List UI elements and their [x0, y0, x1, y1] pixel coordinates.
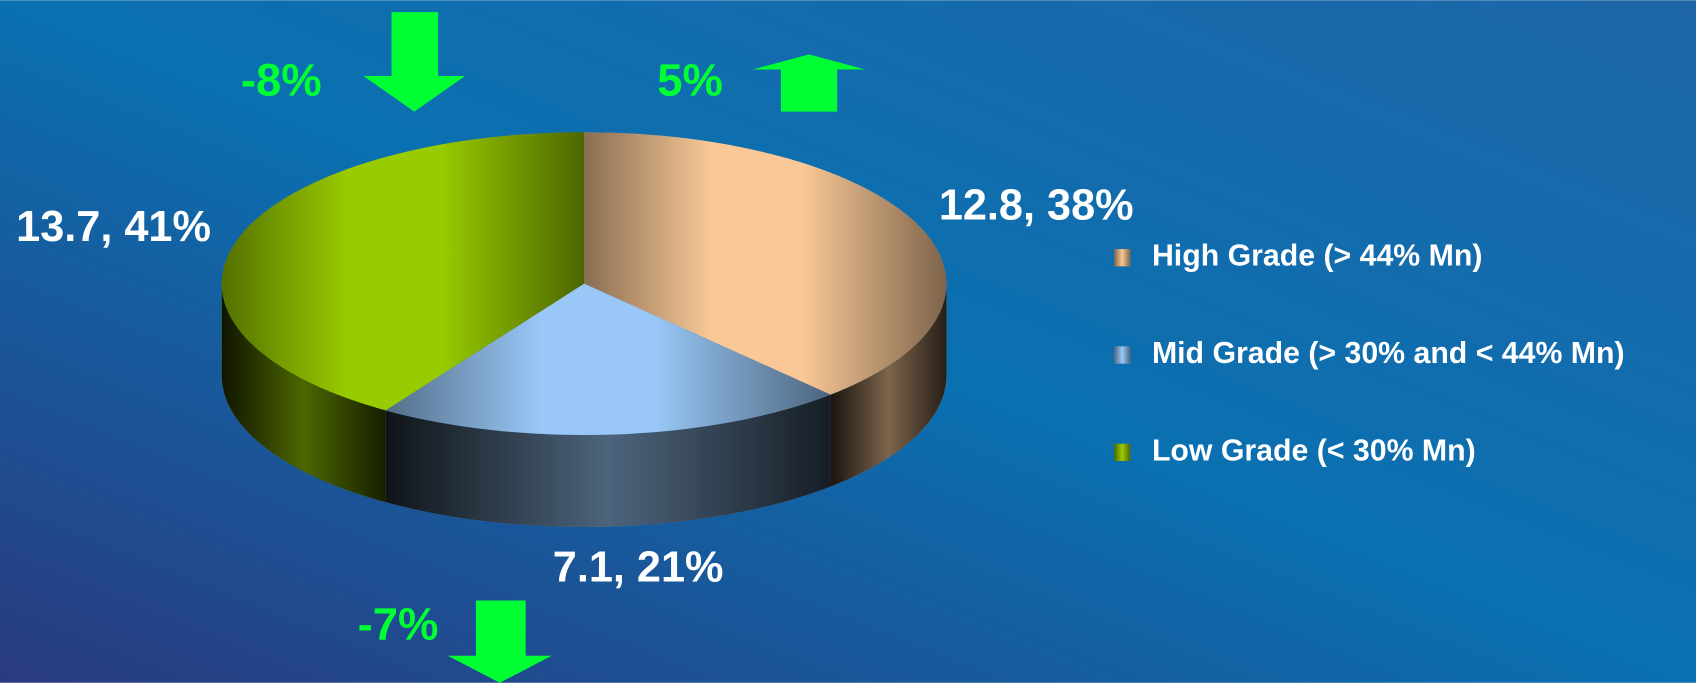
arrow-down	[447, 600, 552, 683]
legend-swatch-shade	[1114, 346, 1131, 364]
slice-shade	[385, 283, 831, 436]
legend-label: Low Grade (< 30% Mn)	[1152, 434, 1476, 467]
arrow-down	[363, 12, 466, 112]
data-label: 12.8, 38%	[939, 181, 1134, 229]
legend-swatch-shade	[1114, 443, 1131, 462]
slice-shade	[584, 132, 947, 395]
annotation: -8%	[241, 55, 322, 106]
annotation: 5%	[657, 55, 723, 106]
data-label: 13.7, 41%	[16, 203, 211, 251]
legend-swatch-shade	[1114, 249, 1131, 267]
slice-side-shade	[385, 394, 831, 527]
annotation: -7%	[358, 599, 439, 650]
pie	[221, 132, 947, 527]
slice-shade	[221, 132, 585, 411]
legend-label: High Grade (> 44% Mn)	[1152, 240, 1482, 273]
slice-side-shade	[221, 283, 386, 503]
slice-side-shade	[830, 283, 947, 487]
legend-label: Mid Grade (> 30% and < 44% Mn)	[1152, 337, 1625, 370]
data-label: 7.1, 21%	[553, 544, 724, 592]
